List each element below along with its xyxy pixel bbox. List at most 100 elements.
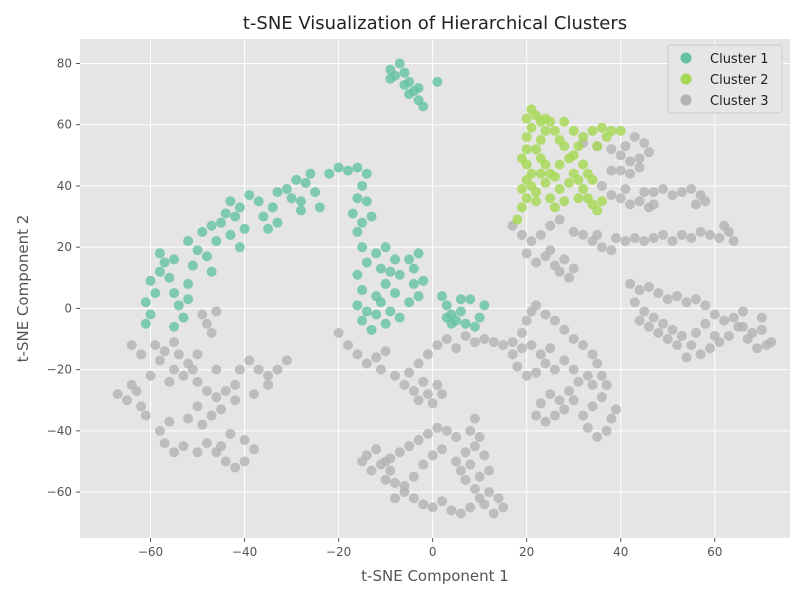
data-point: [578, 184, 589, 195]
data-point: [352, 226, 363, 237]
data-point: [733, 321, 744, 332]
data-point: [611, 232, 622, 243]
data-point: [526, 236, 537, 247]
data-point: [615, 193, 626, 204]
data-point: [658, 318, 669, 329]
data-point: [625, 168, 636, 179]
data-point: [578, 410, 589, 421]
data-point: [281, 355, 292, 366]
data-point: [620, 184, 631, 195]
data-point: [559, 116, 570, 127]
data-point: [159, 438, 170, 449]
data-point: [310, 187, 321, 198]
data-point: [549, 202, 560, 213]
data-point: [201, 386, 212, 397]
data-point: [314, 202, 325, 213]
data-point: [516, 343, 527, 354]
data-point: [206, 410, 217, 421]
data-point: [234, 202, 245, 213]
data-point: [178, 441, 189, 452]
data-point: [578, 229, 589, 240]
data-point: [564, 153, 575, 164]
data-point: [592, 141, 603, 152]
data-point: [672, 291, 683, 302]
legend-label: Cluster 1: [710, 52, 769, 67]
data-point: [639, 187, 650, 198]
data-point: [568, 364, 579, 375]
x-tick-label: 20: [519, 545, 534, 559]
data-point: [361, 306, 372, 317]
data-point: [183, 294, 194, 305]
data-point: [756, 324, 767, 335]
data-point: [690, 327, 701, 338]
data-point: [385, 266, 396, 277]
data-point: [371, 248, 382, 259]
data-point: [705, 229, 716, 240]
data-point: [295, 205, 306, 216]
data-point: [573, 141, 584, 152]
data-point: [540, 113, 551, 124]
data-point: [352, 269, 363, 280]
data-point: [244, 355, 255, 366]
data-point: [578, 131, 589, 142]
data-point: [192, 245, 203, 256]
data-point: [465, 425, 476, 436]
data-point: [225, 196, 236, 207]
data-point: [136, 401, 147, 412]
data-point: [615, 150, 626, 161]
data-point: [375, 459, 386, 470]
data-point: [658, 229, 669, 240]
data-point: [408, 471, 419, 482]
chart-title: t-SNE Visualization of Hierarchical Clus…: [243, 13, 627, 34]
data-point: [573, 174, 584, 185]
data-point: [197, 226, 208, 237]
data-point: [281, 184, 292, 195]
data-point: [629, 232, 640, 243]
data-point: [719, 220, 730, 231]
data-point: [225, 428, 236, 439]
data-point: [714, 232, 725, 243]
data-point: [549, 315, 560, 326]
data-point: [230, 395, 241, 406]
data-point: [404, 297, 415, 308]
data-point: [230, 211, 241, 222]
data-point: [742, 334, 753, 345]
data-point: [216, 404, 227, 415]
data-point: [578, 159, 589, 170]
data-point: [479, 450, 490, 461]
data-point: [540, 159, 551, 170]
data-point: [643, 147, 654, 158]
data-point: [112, 389, 123, 400]
data-point: [554, 395, 565, 406]
data-point: [639, 138, 650, 149]
data-point: [154, 355, 165, 366]
data-point: [521, 193, 532, 204]
data-point: [643, 281, 654, 292]
data-point: [568, 395, 579, 406]
data-point: [535, 398, 546, 409]
data-point: [169, 288, 180, 299]
data-point: [705, 343, 716, 354]
data-point: [187, 364, 198, 375]
data-point: [394, 58, 405, 69]
data-point: [408, 263, 419, 274]
series-3: [112, 131, 777, 519]
data-point: [615, 165, 626, 176]
data-point: [554, 184, 565, 195]
data-point: [357, 217, 368, 228]
data-point: [549, 364, 560, 375]
data-point: [366, 465, 377, 476]
data-point: [643, 321, 654, 332]
data-point: [601, 131, 612, 142]
data-point: [159, 346, 170, 357]
data-point: [404, 441, 415, 452]
data-point: [422, 349, 433, 360]
legend-marker: [680, 94, 692, 106]
x-tick-label: 0: [429, 545, 437, 559]
data-point: [516, 184, 527, 195]
data-point: [672, 340, 683, 351]
data-point: [192, 376, 203, 387]
data-point: [540, 125, 551, 136]
data-point: [385, 306, 396, 317]
data-point: [488, 508, 499, 519]
